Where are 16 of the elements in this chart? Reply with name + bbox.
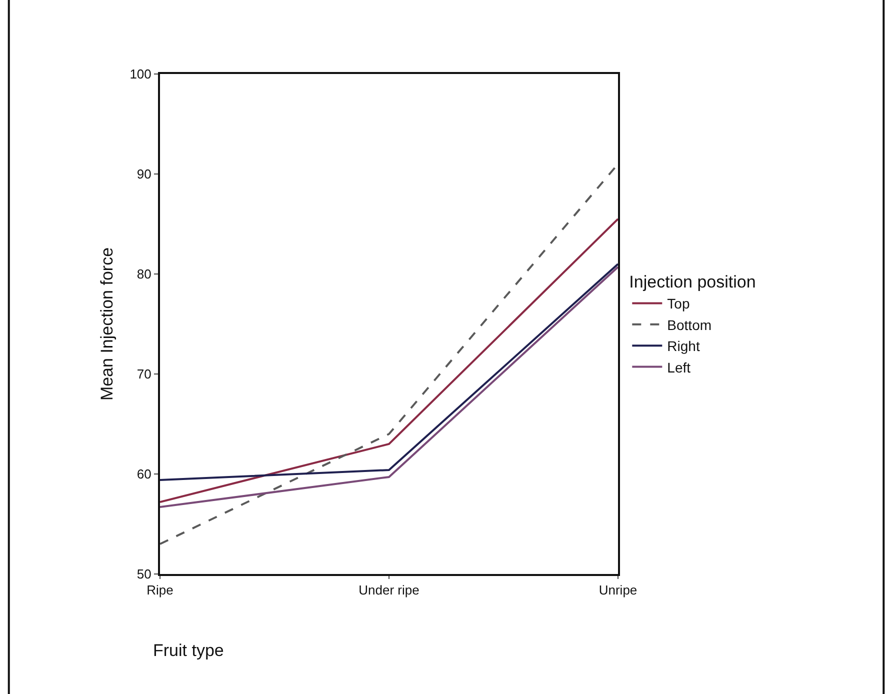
legend-label: Bottom [667, 316, 712, 333]
y-tick-label: 60 [136, 466, 152, 482]
x-tick-label: Under ripe [358, 582, 420, 598]
legend-label: Top [667, 296, 690, 312]
y-tick-label: 50 [136, 566, 152, 582]
y-tick-label: 90 [136, 166, 152, 182]
x-axis-title: Fruit type [153, 641, 224, 660]
legend-title: Injection position [629, 272, 756, 292]
y-axis-title: Mean Injection force [98, 247, 117, 401]
legend-label: Left [667, 359, 691, 376]
y-tick-label: 70 [136, 366, 152, 382]
legend-label: Right [667, 338, 700, 354]
x-tick-label: Unripe [598, 582, 638, 598]
x-tick-label: Ripe [146, 582, 174, 598]
y-tick-label: 80 [136, 266, 152, 282]
y-tick-label: 100 [130, 66, 152, 82]
